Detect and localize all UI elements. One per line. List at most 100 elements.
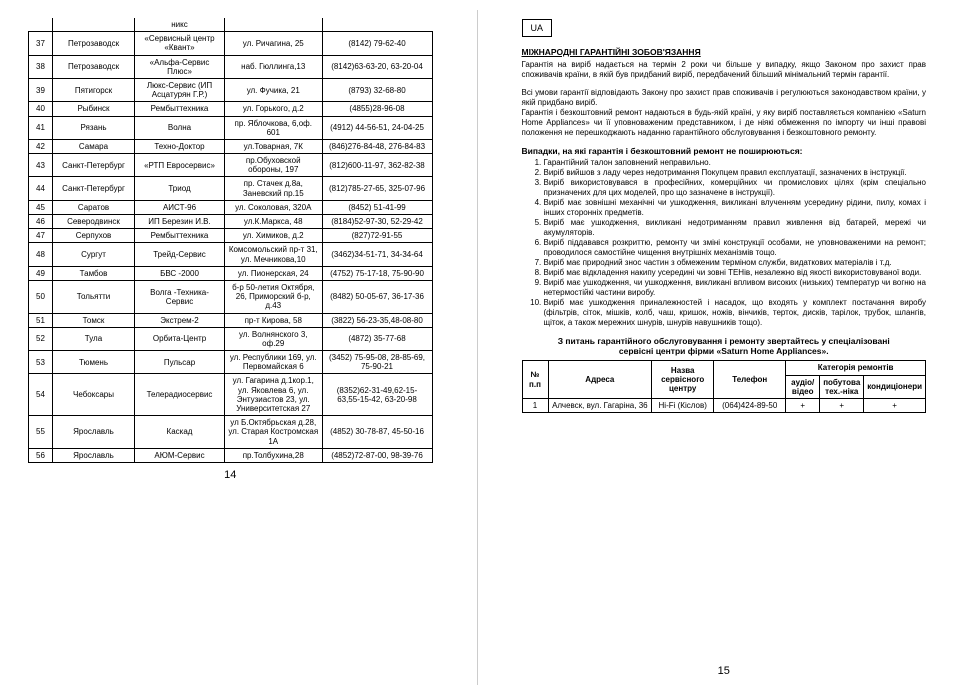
cell: Северодвинск	[53, 215, 135, 229]
cell: Рязань	[53, 116, 135, 139]
th-category: Категорія ремонтів	[786, 361, 926, 375]
cell: (4855)28-96-08	[322, 102, 432, 116]
contact-note-line2: сервісні центри фірми «Saturn Home Appli…	[619, 346, 829, 356]
cell: «Сервисный центр «Квант»	[135, 32, 225, 55]
cell	[322, 18, 432, 32]
cell: б-р 50-летия Октября, 26, Приморский б-р…	[225, 280, 323, 313]
cell: 43	[29, 154, 53, 177]
cell: «РТП Евросервис»	[135, 154, 225, 177]
cell: ул. Соколовая, 320А	[225, 200, 323, 214]
cell: (8452) 51-41-99	[322, 200, 432, 214]
case-item: Виріб має відкладення накипу усередині ч…	[544, 268, 927, 278]
cell: Тюмень	[53, 351, 135, 374]
table-row: 39ПятигорскЛюкс-Сервис (ИП Асцатурян Г.Р…	[29, 78, 433, 101]
cell: Рембыттехника	[135, 229, 225, 243]
cell: Ярославль	[53, 416, 135, 449]
cell: ул. Ричагина, 25	[225, 32, 323, 55]
table-row: 49ТамбовБВС -2000ул. Пионерская, 24(4752…	[29, 266, 433, 280]
service-centers-table: № п.п Адреса Назва сервісного центру Тел…	[522, 360, 927, 413]
cell: Волна	[135, 116, 225, 139]
table-row: 45СаратовАИСТ-96ул. Соколовая, 320А(8452…	[29, 200, 433, 214]
cell: АЮМ-Сервис	[135, 448, 225, 462]
case-item: Гарантійний талон заповнений неправильно…	[544, 158, 927, 168]
cell: Тольятти	[53, 280, 135, 313]
cell	[53, 18, 135, 32]
case-item: Виріб має ушкодження, викликані недотрим…	[544, 218, 927, 238]
table-row: 52ТулаОрбита-Центрул. Волнянского 3, оф.…	[29, 327, 433, 350]
case-item: Виріб використовувався в професійних, ко…	[544, 178, 927, 198]
table-row: 1 Алчевск, вул. Гагаріна, 36 Hi-Fi (Кісл…	[522, 398, 926, 412]
cell: Санкт-Петербург	[53, 177, 135, 200]
table-row: 53ТюменьПульсарул. Республики 169, ул. П…	[29, 351, 433, 374]
cell: Люкс-Сервис (ИП Асцатурян Г.Р.)	[135, 78, 225, 101]
cell: (8142)63-63-20, 63-20-04	[322, 55, 432, 78]
cell: (812)600-11-97, 362-82-38	[322, 154, 432, 177]
page-left: никс 37Петрозаводск«Сервисный центр «Ква…	[10, 10, 447, 685]
table-row: 37Петрозаводск«Сервисный центр «Квант»ул…	[29, 32, 433, 55]
table-row: 47СерпуховРембыттехникаул. Химиков, д.2(…	[29, 229, 433, 243]
cell: пр. Яблочкова, 6,оф. 601	[225, 116, 323, 139]
cell: (4872) 35-77-68	[322, 327, 432, 350]
cell: (4852)72-87-00, 98-39-76	[322, 448, 432, 462]
cell: (4752) 75-17-18, 75-90-90	[322, 266, 432, 280]
cell: (8184)52-97-30, 52-29-42	[322, 215, 432, 229]
cell: Ярославль	[53, 448, 135, 462]
page-divider	[477, 10, 478, 685]
cell: ул. Гагарина д.1кор.1, ул. Яковлева 6, у…	[225, 374, 323, 416]
cell: Чебоксары	[53, 374, 135, 416]
cell: (3822) 56-23-35,48-08-80	[322, 313, 432, 327]
cell: ул. Химиков, д.2	[225, 229, 323, 243]
cell: (3462)34-51-71, 34-34-64	[322, 243, 432, 266]
cell: пр. Стачек д.8а, Заневский пр.15	[225, 177, 323, 200]
cell: (827)72-91-55	[322, 229, 432, 243]
cell: (3452) 75-95-08, 28-85-69, 75-90-21	[322, 351, 432, 374]
cell: Пятигорск	[53, 78, 135, 101]
cell: Рыбинск	[53, 102, 135, 116]
cell: 40	[29, 102, 53, 116]
table-row: 41РязаньВолнапр. Яблочкова, 6,оф. 601(49…	[29, 116, 433, 139]
table-row: 43Санкт-Петербург«РТП Евросервис»пр.Обух…	[29, 154, 433, 177]
table-row: 50ТольяттиВолга -Техника-Сервисб-р 50-ле…	[29, 280, 433, 313]
cell: Телерадиосервис	[135, 374, 225, 416]
page-right: UA МІЖНАРОДНІ ГАРАНТІЙНІ ЗОБОВ'ЯЗАННЯ Га…	[508, 10, 945, 685]
cell: Техно-Доктор	[135, 139, 225, 153]
case-item: Виріб має зовнішні механічні чи ушкоджен…	[544, 198, 927, 218]
cell: 55	[29, 416, 53, 449]
cell: 44	[29, 177, 53, 200]
th-address: Адреса	[548, 361, 652, 399]
table-row: 40РыбинскРембыттехникаул. Горького, д.2(…	[29, 102, 433, 116]
cell: 42	[29, 139, 53, 153]
cell: Волга -Техника-Сервис	[135, 280, 225, 313]
warranty-para-2: Всі умови гарантії відповідають Закону п…	[522, 88, 927, 138]
cell: Самара	[53, 139, 135, 153]
cell: +	[864, 398, 926, 412]
cell: 1	[522, 398, 548, 412]
cell: 50	[29, 280, 53, 313]
cell: Санкт-Петербург	[53, 154, 135, 177]
cell: (4912) 44-56-51, 24-04-25	[322, 116, 432, 139]
th-phone: Телефон	[714, 361, 786, 399]
cell: Hi-Fi (Кіслов)	[652, 398, 714, 412]
cell: ул. Волнянского 3, оф.29	[225, 327, 323, 350]
cell: Серпухов	[53, 229, 135, 243]
cell: 51	[29, 313, 53, 327]
cell: Тула	[53, 327, 135, 350]
service-table-left: никс 37Петрозаводск«Сервисный центр «Ква…	[28, 18, 433, 463]
cell: БВС -2000	[135, 266, 225, 280]
cell: +	[786, 398, 820, 412]
cases-heading: Випадки, на які гарантія і безкоштовний …	[522, 146, 927, 156]
cell: (8793) 32-68-80	[322, 78, 432, 101]
cell: 53	[29, 351, 53, 374]
cell: 46	[29, 215, 53, 229]
cell: Орбита-Центр	[135, 327, 225, 350]
table-row: 56ЯрославльАЮМ-Сервиспр.Толбухина,28(485…	[29, 448, 433, 462]
cell	[225, 18, 323, 32]
case-item: Виріб має ушкодження приналежностей і на…	[544, 298, 927, 328]
cell: Комсомольский пр-т 31, ул. Мечникова,10	[225, 243, 323, 266]
contact-note-line1: З питань гарантійного обслуговування і р…	[558, 336, 890, 346]
cell: ул.Товарная, 7К	[225, 139, 323, 153]
cell: 49	[29, 266, 53, 280]
cell: (8482) 50-05-67, 36-17-36	[322, 280, 432, 313]
cell: 41	[29, 116, 53, 139]
table-row: никс	[29, 18, 433, 32]
